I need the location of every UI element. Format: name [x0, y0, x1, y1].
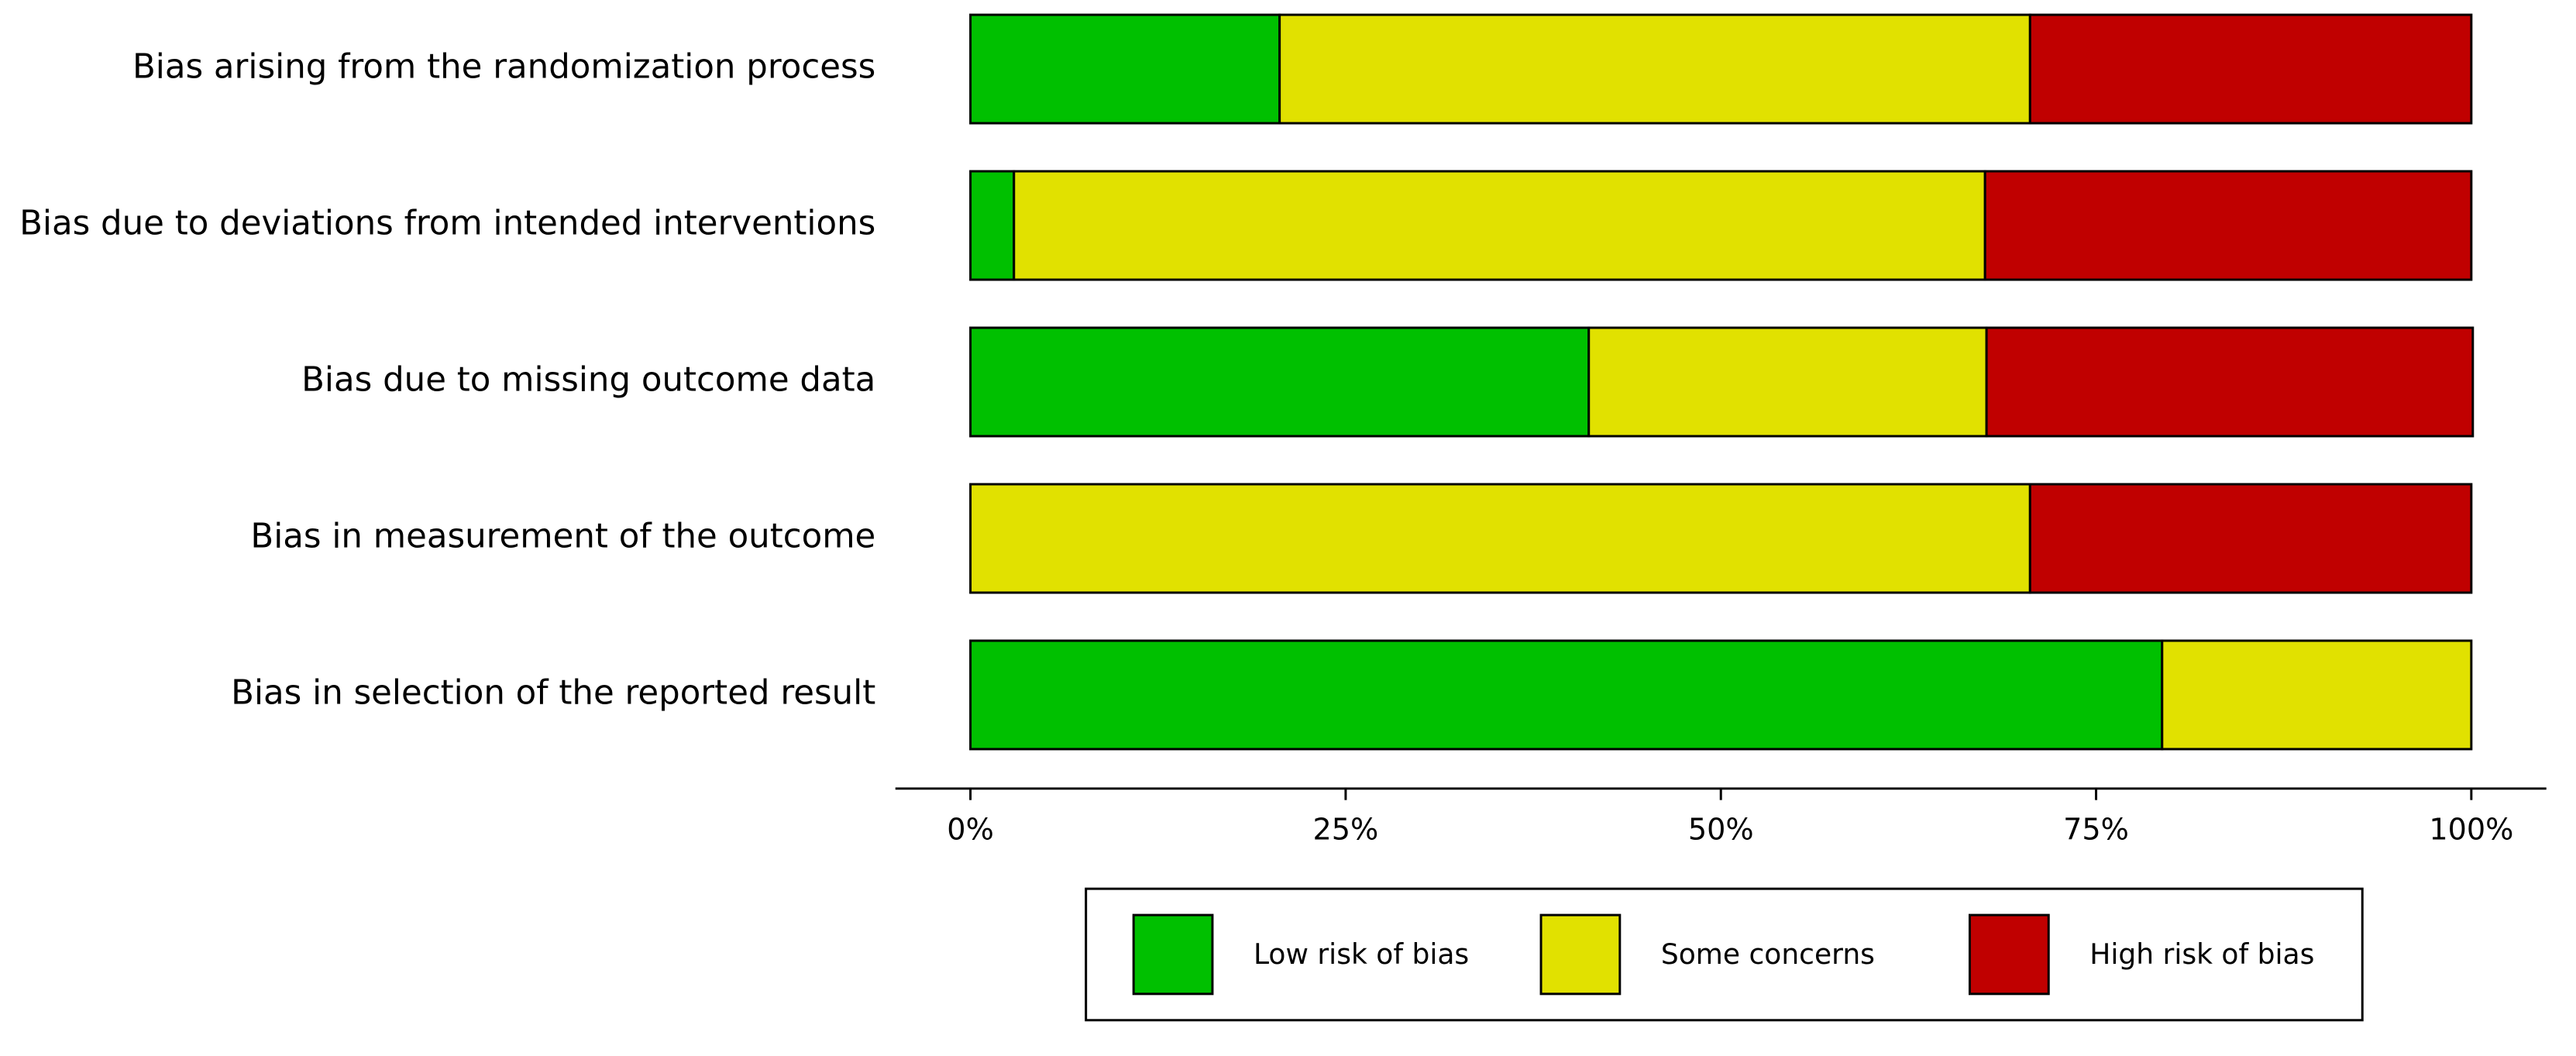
- bar-segment: [2161, 639, 2473, 751]
- bar-segment: [1278, 13, 2031, 125]
- bar-segment: [969, 639, 2164, 751]
- legend-key: [1132, 913, 1214, 996]
- category-label: Bias due to deviations from intended int…: [19, 205, 875, 243]
- x-tick-label: 50%: [1688, 812, 1754, 846]
- x-tick-label: 0%: [947, 812, 994, 846]
- legend-box: [1085, 887, 2364, 1022]
- bar-segment: [969, 13, 1281, 125]
- bar-segment: [969, 326, 1591, 438]
- category-label: Bias arising from the randomization proc…: [132, 48, 875, 87]
- x-tick-label: 100%: [2429, 812, 2513, 846]
- x-tick-label: 75%: [2063, 812, 2129, 846]
- category-label: Bias due to missing outcome data: [301, 360, 875, 399]
- category-label: Bias in selection of the reported result: [231, 673, 875, 712]
- bar-segment: [1013, 170, 1986, 281]
- legend-label: Some concerns: [1661, 939, 1875, 971]
- legend-key: [1539, 913, 1622, 996]
- category-label: Bias in measurement of the outcome: [250, 517, 875, 556]
- bar-segment: [2028, 483, 2473, 594]
- bar-segment: [969, 170, 1016, 281]
- bar-segment: [1985, 326, 2475, 438]
- legend-label: High risk of bias: [2089, 939, 2314, 971]
- bar-segment: [2028, 13, 2473, 125]
- bar-segment: [1983, 170, 2473, 281]
- legend-label: Low risk of bias: [1254, 939, 1469, 971]
- bar-segment: [1587, 326, 1988, 438]
- bar-segment: [969, 483, 2031, 594]
- legend-key: [1968, 913, 2050, 996]
- x-tick-label: 25%: [1313, 812, 1379, 846]
